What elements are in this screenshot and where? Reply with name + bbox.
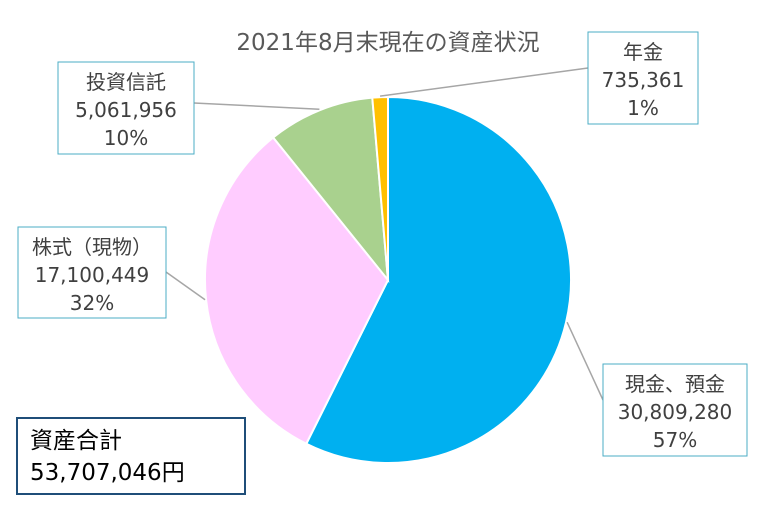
total-box-frame xyxy=(16,417,246,495)
pie-slice-cash-deposit xyxy=(304,95,572,464)
data-label-value: 735,361 xyxy=(602,68,685,92)
data-label-frame xyxy=(57,61,195,155)
data-label-value: 5,061,956 xyxy=(75,98,177,122)
pie-slice-stocks xyxy=(204,136,390,446)
data-label-value: 17,100,449 xyxy=(35,263,150,287)
pie-slice-pension xyxy=(371,95,389,281)
leader-line-pension xyxy=(379,67,589,97)
total-box: 資産合計 53,707,046円 xyxy=(16,417,246,495)
data-label-category: 現金、預金 xyxy=(625,372,725,396)
data-label-category: 投資信託 xyxy=(86,70,166,94)
data-label-category: 年金 xyxy=(623,40,663,64)
data-label-percent: 57% xyxy=(653,428,697,452)
total-label: 資産合計 xyxy=(30,428,122,454)
data-label-frame xyxy=(17,226,167,319)
data-label-percent: 10% xyxy=(104,126,148,150)
leader-line-investment-trust xyxy=(193,102,320,111)
leader-line-stocks xyxy=(165,271,206,301)
leader-lines xyxy=(165,67,604,401)
data-label-stocks: 株式（現物） 17,100,449 32% xyxy=(17,226,167,319)
pie-slice-investment-trust xyxy=(271,96,390,284)
data-label-cash-deposit: 現金、預金 30,809,280 57% xyxy=(602,363,748,457)
data-label-pension: 年金 735,361 1% xyxy=(587,31,699,125)
data-label-frame xyxy=(602,363,748,457)
chart-title: 2021年8月末現在の資産状況 xyxy=(236,30,539,56)
data-label-percent: 32% xyxy=(70,291,114,315)
data-label-value: 30,809,280 xyxy=(618,400,733,424)
data-label-category: 株式（現物） xyxy=(32,235,152,259)
total-value: 53,707,046円 xyxy=(30,460,185,486)
data-label-frame xyxy=(587,31,699,125)
pie-slices xyxy=(204,95,572,464)
leader-line-cash-deposit xyxy=(566,321,604,401)
data-label-investment-trust: 投資信託 5,061,956 10% xyxy=(57,61,195,155)
data-label-percent: 1% xyxy=(627,96,659,120)
data-labels: 現金、預金 30,809,280 57% 株式（現物） 17,100,449 32% 投資信… xyxy=(17,31,748,457)
